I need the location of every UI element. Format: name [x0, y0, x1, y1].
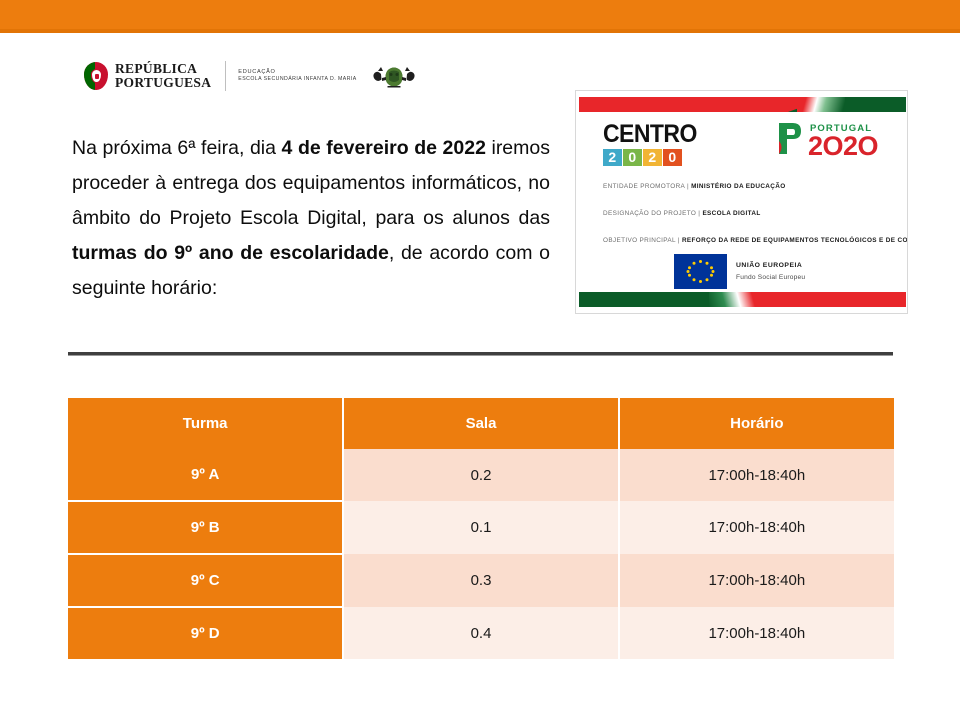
- header-sala: Sala: [343, 398, 620, 449]
- portugal-2020-text: PORTUGAL 2O2O: [808, 121, 879, 161]
- top-orange-band: [0, 0, 960, 33]
- banner-project-label: DESIGNAÇÃO DO PROJETO |: [603, 210, 703, 217]
- banner-objective-value: REFORÇO DA REDE DE EQUIPAMENTOS TECNOLÓG…: [681, 237, 908, 244]
- cell-turma: 9º D: [68, 607, 345, 659]
- centro-wordmark: CENTRO: [603, 120, 697, 148]
- cell-horario: 17:00h-18:40h: [618, 607, 894, 659]
- table-row: 9º B 0.1 17:00h-18:40h: [68, 501, 894, 555]
- education-labels: EDUCAÇÃO ESCOLA SECUNDÁRIA INFANTA D. MA…: [238, 68, 356, 84]
- table-header-row: Turma Sala Horário: [68, 398, 894, 449]
- announcement-paragraph: Na próxima 6ª feira, dia 4 de fevereiro …: [72, 131, 550, 306]
- banner-project-line: DESIGNAÇÃO DO PROJETO | ESCOLA DIGITAL: [603, 210, 761, 217]
- cell-sala: 0.3: [343, 554, 620, 607]
- announcement-part1: Na próxima 6ª feira, dia: [72, 136, 282, 159]
- cell-horario: 17:00h-18:40h: [618, 501, 894, 554]
- portugal-year: 2O2O: [808, 131, 879, 161]
- centro-digit-2: 0: [623, 149, 642, 166]
- banner-top-stripe: [579, 97, 906, 112]
- gov-logo-line1: REPÚBLICA: [115, 60, 198, 76]
- cell-turma: 9º C: [68, 554, 345, 608]
- cell-horario: 17:00h-18:40h: [618, 554, 894, 607]
- centro-digit-1: 2: [603, 149, 622, 166]
- eu-text-block: UNIÃO EUROPEIA Fundo Social Europeu: [736, 262, 805, 281]
- cell-turma: 9º B: [68, 501, 345, 555]
- education-label: EDUCAÇÃO: [238, 68, 276, 75]
- section-divider: [68, 352, 893, 356]
- table-row: 9º D 0.4 17:00h-18:40h: [68, 607, 894, 659]
- announcement-part3: , de acordo com o seguinte horário:: [72, 241, 550, 299]
- gov-logo-line2: PORTUGUESA: [115, 75, 212, 90]
- eu-flag-icon: [674, 254, 727, 289]
- schedule-table: Turma Sala Horário 9º A 0.2 17:00h-18:40…: [68, 398, 894, 659]
- republica-portuguesa-text: REPÚBLICA PORTUGUESA: [115, 60, 212, 91]
- centro-year-digits: 2 0 2 0: [603, 149, 705, 166]
- centro-digit-4: 0: [663, 149, 682, 166]
- announcement-bold-date: 4 de fevereiro de 2022: [281, 136, 486, 159]
- centro-digit-3: 2: [643, 149, 662, 166]
- cell-horario: 17:00h-18:40h: [618, 449, 894, 501]
- banner-bottom-stripe: [579, 292, 906, 307]
- banner-top-swoosh: [797, 97, 845, 112]
- logo-divider: [225, 61, 227, 91]
- republica-portuguesa-logo: REPÚBLICA PORTUGUESA EDUCAÇÃO ESCOLA SEC…: [84, 57, 417, 95]
- centro-2020-logo: CENTRO 2 0 2 0: [603, 122, 705, 166]
- banner-entity-line: ENTIDADE PROMOTORA | MINISTÉRIO DA EDUCA…: [603, 183, 786, 190]
- portugal-2020-logo: PORTUGAL 2O2O: [776, 121, 879, 161]
- table-row: 9º C 0.3 17:00h-18:40h: [68, 554, 894, 608]
- header-turma: Turma: [68, 398, 345, 449]
- cell-sala: 0.1: [343, 501, 620, 554]
- banner-bottom-swoosh: [709, 292, 771, 307]
- banner-bottom-green-segment: [579, 292, 729, 307]
- announcement-part2: iremos proceder à entrega dos equipament…: [72, 136, 550, 229]
- banner-entity-value: MINISTÉRIO DA EDUCAÇÃO: [691, 183, 786, 190]
- portugal-label: PORTUGAL: [810, 123, 873, 134]
- school-crest-icon: [373, 67, 415, 88]
- portuguese-shield-icon: [84, 62, 108, 90]
- banner-objective-label: OBJETIVO PRINCIPAL |: [603, 237, 682, 244]
- eu-subtitle: Fundo Social Europeu: [736, 274, 806, 281]
- cell-sala: 0.2: [343, 449, 620, 501]
- portugal-2020-mark-icon: [779, 123, 801, 154]
- funding-banner: CENTRO 2 0 2 0 PORTUGAL 2O2O ENTIDADE PR…: [575, 90, 908, 314]
- banner-entity-label: ENTIDADE PROMOTORA |: [603, 183, 692, 190]
- cell-turma: 9º A: [68, 449, 345, 502]
- cell-sala: 0.4: [343, 607, 620, 659]
- top-band-shadow: [0, 29, 960, 33]
- banner-objective-line: OBJETIVO PRINCIPAL | REFORÇO DA REDE DE …: [603, 237, 908, 244]
- european-union-block: UNIÃO EUROPEIA Fundo Social Europeu: [674, 254, 805, 289]
- header-horario: Horário: [618, 398, 894, 449]
- school-name-label: ESCOLA SECUNDÁRIA INFANTA D. MARIA: [238, 76, 357, 83]
- announcement-bold-grade: turmas do 9º ano de escolaridade: [72, 241, 389, 264]
- banner-project-value: ESCOLA DIGITAL: [702, 210, 761, 217]
- table-row: 9º A 0.2 17:00h-18:40h: [68, 449, 894, 502]
- eu-title: UNIÃO EUROPEIA: [736, 262, 803, 269]
